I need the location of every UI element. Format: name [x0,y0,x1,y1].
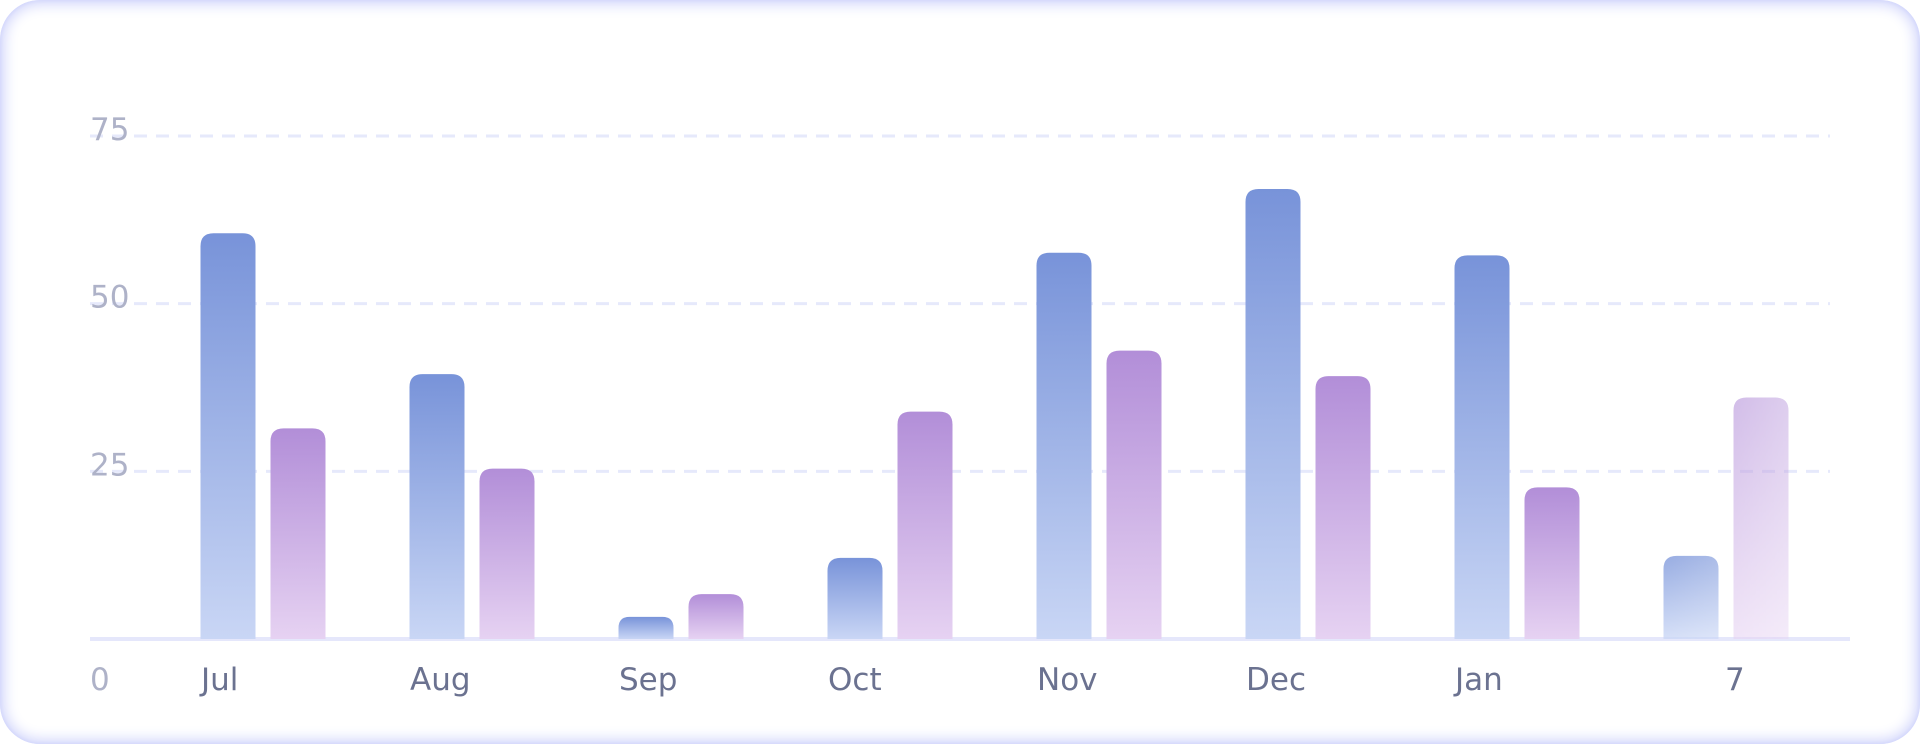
bar-series-1-jan [1454,255,1510,639]
x-tick-label: Oct [828,662,882,698]
bar-series-2-jan [1524,487,1580,639]
bar-series-1-aug [409,374,465,639]
y-tick-label: 25 [90,447,129,483]
y-tick-label: 75 [90,112,129,148]
bar-series-1-oct [827,557,883,639]
x-tick-label: 7 [1725,662,1745,698]
x-tick-label: Nov [1037,662,1098,698]
bar-series-2-oct [897,411,953,639]
bar-series-2-7 [1733,397,1789,639]
bar-series-2-sep [688,594,744,639]
bar-series-2-jul [270,428,326,639]
bar-series-1-jul [200,233,256,639]
bars [200,188,1789,640]
x-tick-label: Jul [199,662,238,698]
bar-series-2-nov [1106,350,1162,639]
bar-series-1-7 [1663,555,1719,639]
bar-series-2-dec [1315,376,1371,639]
gridlines [90,134,1850,641]
x-tick-label: Jan [1453,662,1503,698]
x-axis-ticks: Jul Aug Sep Oct Nov Dec Jan 7 [199,662,1745,698]
bar-series-2-aug [479,468,535,639]
bar-series-1-nov [1036,252,1092,640]
bar-series-1-dec [1245,188,1301,639]
y-tick-label: 50 [90,280,129,316]
y-tick-label: 0 [90,662,110,698]
x-tick-label: Aug [410,662,471,698]
y-axis-ticks: 0255075100 [90,112,129,698]
x-tick-label: Sep [619,662,677,698]
x-tick-label: Dec [1246,662,1306,698]
bar-series-1-sep [618,616,674,639]
